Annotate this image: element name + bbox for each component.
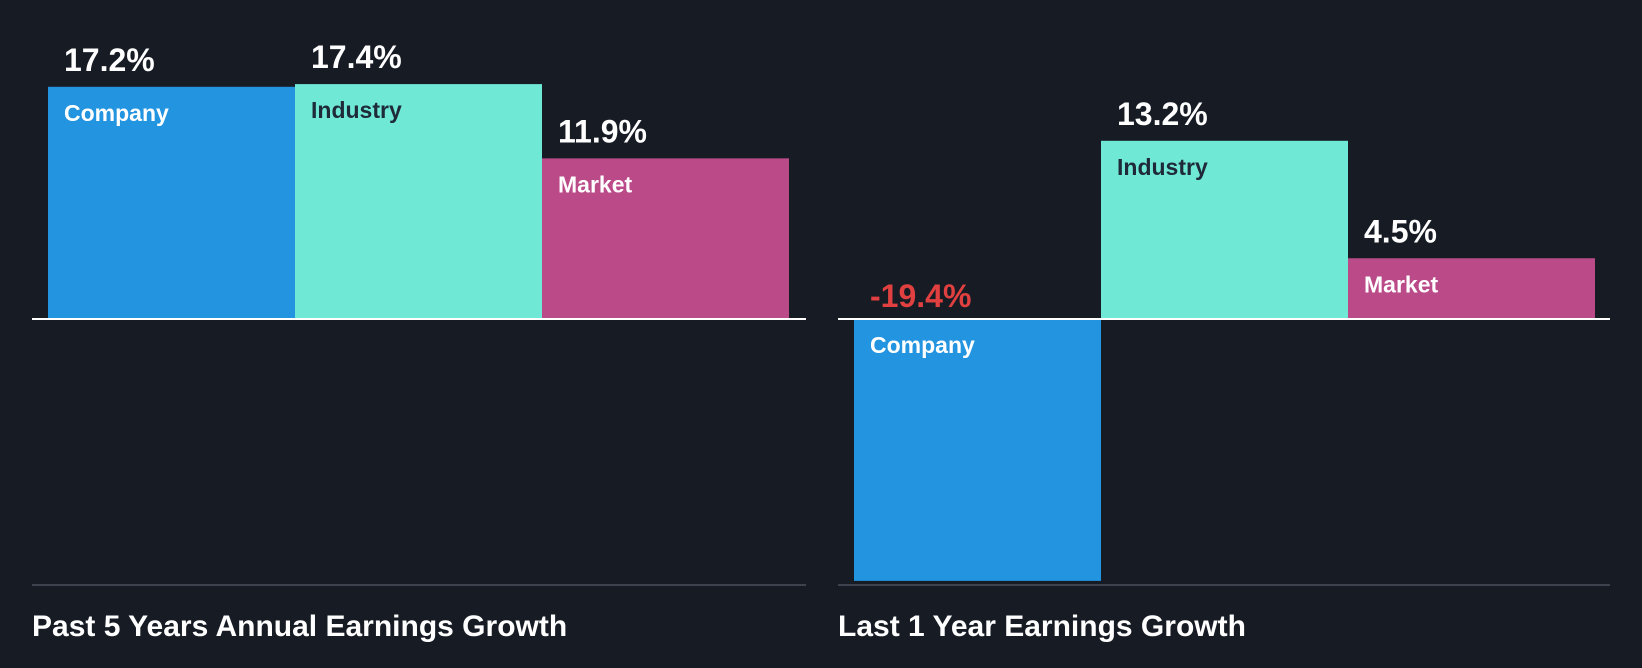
value-label-market-past-5-years: 11.9%: [558, 113, 647, 149]
bar-market-past-5-years: [542, 158, 789, 319]
bar-label-company-last-1-year: Company: [870, 332, 975, 358]
chart-title-past-5-years: Past 5 Years Annual Earnings Growth: [32, 610, 567, 643]
bar-market-last-1-year: [1348, 258, 1595, 319]
value-label-company-last-1-year: -19.4%: [870, 278, 971, 314]
chart-last-1-year: Company -19.4% Industry 13.2% Market 4.5%: [838, 96, 1610, 586]
chart-title-last-1-year: Last 1 Year Earnings Growth: [838, 610, 1246, 643]
value-label-market-last-1-year: 4.5%: [1364, 213, 1437, 249]
bar-label-company-past-5-years: Company: [64, 100, 169, 126]
bar-label-market-past-5-years: Market: [558, 171, 632, 197]
bar-industry-past-5-years: [295, 84, 542, 319]
chart-past-5-years: Company 17.2% Industry 17.4% Market 11.9%: [32, 39, 806, 586]
bar-label-market-last-1-year: Market: [1364, 271, 1438, 297]
value-label-company-past-5-years: 17.2%: [64, 42, 155, 78]
bar-industry-last-1-year: [1101, 140, 1348, 319]
bar-company-past-5-years: [48, 86, 295, 319]
bar-company-last-1-year: [854, 319, 1101, 581]
bar-label-industry-past-5-years: Industry: [311, 97, 402, 123]
bar-label-industry-last-1-year: Industry: [1117, 154, 1208, 180]
value-label-industry-past-5-years: 17.4%: [311, 39, 402, 75]
value-label-industry-last-1-year: 13.2%: [1117, 96, 1208, 132]
